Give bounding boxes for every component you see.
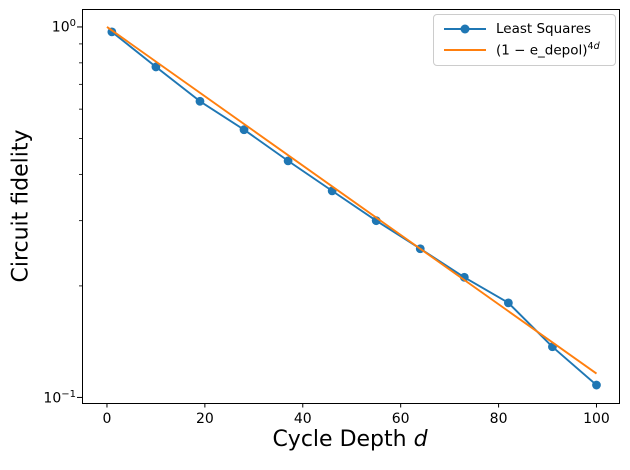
legend-item-least-squares: Least Squares [444, 21, 605, 37]
y-axis-label: Circuit fidelity [8, 129, 34, 283]
legend-label-sup-var: d [593, 41, 600, 53]
legend-label-main: (1 − e_depol) [496, 42, 588, 59]
x-tick-label: 40 [294, 411, 312, 427]
legend-label-least-squares: Least Squares [496, 21, 592, 38]
y-tick-label-1e0: 100 [24, 19, 76, 35]
y-tick-exponent: −1 [61, 389, 76, 400]
x-axis-label: Cycle Depth d [272, 427, 427, 452]
legend-line-sample-blue [444, 24, 486, 34]
data-point-marker [239, 125, 249, 135]
x-tick-label: 60 [392, 411, 410, 427]
data-point-marker [195, 96, 205, 106]
x-tick-label: 20 [196, 411, 214, 427]
legend-item-depol-fit: (1 − e_depol)4d [444, 41, 605, 59]
data-point-marker [283, 156, 293, 166]
x-axis-label-variable: d [413, 427, 428, 452]
data-point-marker [151, 62, 161, 72]
data-point-marker [592, 380, 601, 390]
legend: Least Squares (1 − e_depol)4d [433, 14, 616, 66]
x-tick-label: 0 [103, 411, 112, 427]
legend-label-sup-num: 4 [587, 41, 594, 53]
y-tick-base: 10 [43, 390, 62, 407]
depol-fit-line [106, 26, 598, 375]
y-tick-exponent: 0 [69, 18, 76, 29]
legend-label-depol-fit: (1 − e_depol)4d [496, 41, 600, 59]
x-tick-label: 80 [490, 411, 508, 427]
x-tick-label: 100 [583, 411, 610, 427]
data-point-marker [503, 298, 513, 308]
y-tick-base: 10 [51, 19, 70, 36]
axes-frame [82, 9, 620, 404]
y-tick-label-1e-1: 10−1 [24, 390, 76, 406]
legend-marker-dot-icon [460, 24, 470, 34]
least-squares-line [111, 31, 598, 386]
x-axis-label-text: Cycle Depth [272, 427, 407, 452]
legend-line-sample-orange [444, 49, 486, 52]
legend-label-superscript: 4d [588, 41, 600, 52]
